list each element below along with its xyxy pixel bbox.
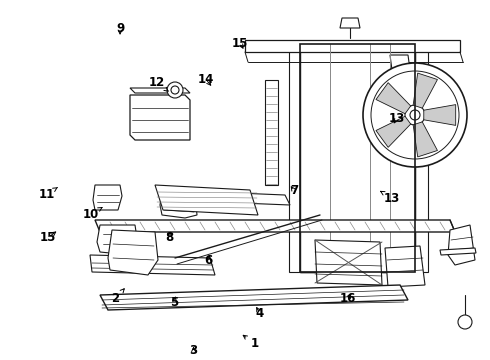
Text: 11: 11 (38, 188, 57, 201)
Text: 12: 12 (148, 76, 168, 91)
Polygon shape (289, 44, 300, 272)
Text: 1: 1 (243, 335, 259, 350)
Text: 7: 7 (290, 184, 298, 197)
Text: 10: 10 (82, 207, 102, 221)
Text: 15: 15 (40, 231, 56, 244)
Text: 3: 3 (190, 345, 197, 357)
Circle shape (363, 63, 467, 167)
Circle shape (405, 105, 425, 125)
Polygon shape (97, 225, 138, 255)
Polygon shape (415, 44, 428, 272)
Polygon shape (440, 248, 476, 255)
Polygon shape (376, 83, 411, 114)
Text: 4: 4 (256, 307, 264, 320)
Polygon shape (385, 246, 425, 287)
Polygon shape (165, 190, 290, 205)
Polygon shape (340, 18, 360, 28)
Polygon shape (90, 255, 215, 275)
Polygon shape (245, 40, 460, 52)
Text: 16: 16 (340, 292, 356, 305)
Circle shape (458, 315, 472, 329)
Polygon shape (390, 55, 410, 70)
Circle shape (410, 110, 420, 120)
Text: 14: 14 (197, 73, 214, 86)
Polygon shape (108, 230, 158, 275)
Polygon shape (130, 88, 190, 93)
Polygon shape (265, 80, 278, 185)
Text: 2: 2 (111, 289, 124, 305)
Polygon shape (424, 105, 456, 125)
Polygon shape (413, 73, 438, 108)
Circle shape (171, 86, 179, 94)
Text: 15: 15 (232, 37, 248, 50)
Polygon shape (393, 70, 407, 82)
Polygon shape (130, 95, 190, 140)
Polygon shape (315, 240, 382, 285)
Bar (300, 44, 415, 272)
Circle shape (371, 71, 459, 159)
Polygon shape (413, 122, 438, 157)
Polygon shape (376, 116, 411, 147)
Polygon shape (100, 285, 408, 310)
Text: 13: 13 (389, 112, 405, 125)
Polygon shape (93, 185, 122, 210)
Polygon shape (160, 192, 197, 218)
Polygon shape (448, 225, 475, 265)
Text: 6: 6 (204, 255, 212, 267)
Text: 8: 8 (165, 231, 173, 244)
Text: 5: 5 (170, 296, 178, 309)
Polygon shape (95, 220, 455, 232)
Circle shape (167, 82, 183, 98)
Text: 13: 13 (381, 191, 400, 204)
Polygon shape (155, 185, 258, 215)
Polygon shape (300, 44, 415, 272)
Text: 9: 9 (116, 22, 124, 35)
